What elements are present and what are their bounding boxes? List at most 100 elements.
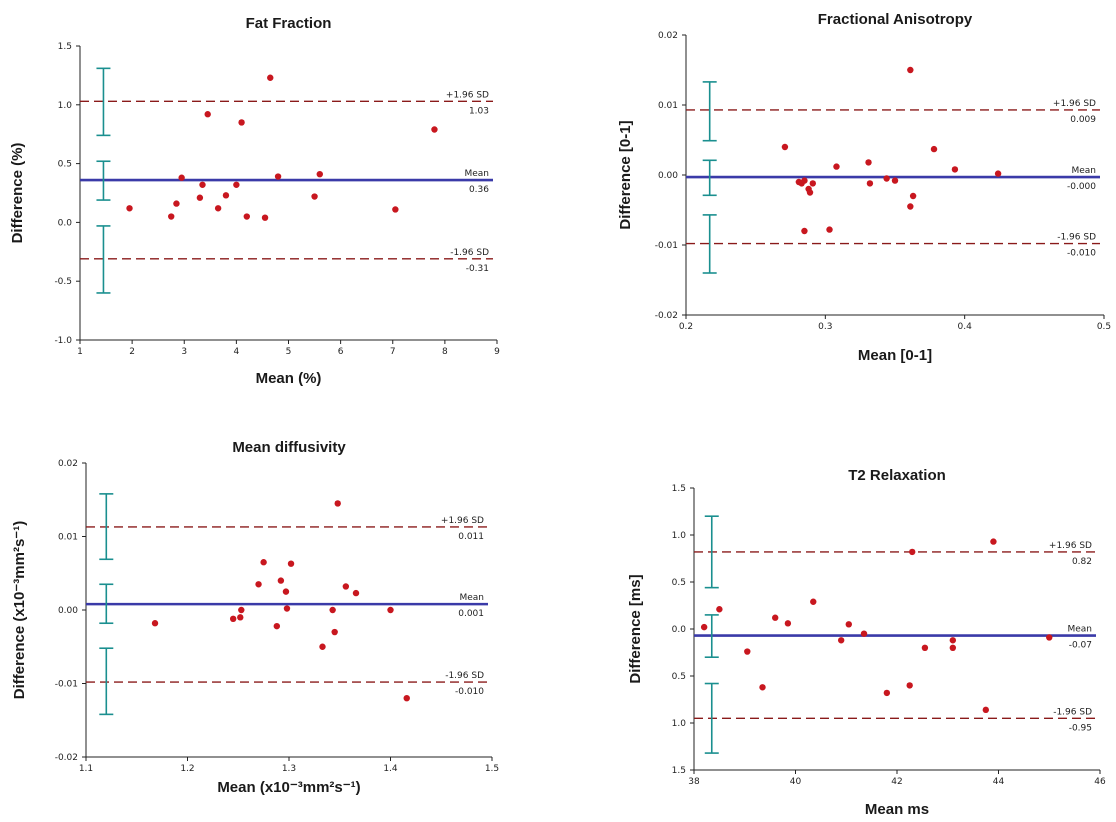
data-point [168,213,175,220]
data-point [1046,634,1053,641]
data-point [833,163,840,170]
x-tick-label: 1.3 [282,764,296,774]
chart-panel-3: Mean diffusivity 1.1 1.2 1.3 1.4 1.5 0.02 0.01 0… [11,439,499,796]
lower-line-value: -0.31 [466,264,489,274]
data-point [891,177,899,184]
data-point [151,620,159,627]
upper-line-value: 0.011 [458,532,484,542]
chart-title: Mean diffusivity [232,439,346,456]
data-point [716,606,723,613]
data-point [283,605,291,612]
y-tick-label: 0.5 [672,672,686,682]
data-point [311,193,318,200]
data-point [334,500,341,507]
x-tick-label: 1.2 [180,764,194,774]
data-point [277,577,285,584]
data-point [403,695,410,702]
y-tick-label: 0.5 [672,578,686,588]
upper-line-name: +1.96 SD [441,516,484,526]
mean-line-name: Mean [1067,625,1092,635]
x-tick-label: 0.5 [1097,322,1111,332]
upper-line-value: 0.82 [1072,557,1092,567]
data-point [883,689,891,697]
lower-line-name: -1.96 SD [450,248,489,258]
data-point [837,637,845,644]
mean-line-name: Mean [1071,166,1096,176]
y-tick-label: 0.02 [58,459,78,469]
x-tick-label: 5 [286,347,292,357]
mean-line-value: -0.07 [1069,641,1092,651]
data-point [784,620,792,627]
y-tick-label: -1.0 [54,336,72,346]
y-tick-label: 1.0 [672,531,687,541]
data-point [801,227,808,235]
x-tick-label: 1.1 [79,764,93,774]
data-point [342,583,350,590]
x-tick-label: 42 [891,777,902,787]
data-point [319,643,326,650]
data-point [921,644,929,651]
data-point [392,206,399,213]
y-tick-label: 0.00 [658,171,678,181]
x-tick-label: 8 [442,347,448,357]
data-point [126,205,133,212]
data-point [316,170,323,178]
x-tick-label: 7 [390,347,396,357]
y-tick-label: 0.02 [658,31,678,41]
data-point [700,623,708,631]
chart-panel-2: Fractional Anisotropy 0.2 0.3 0.4 0.5 0.02 0.0… [617,11,1111,364]
lower-line-value: -0.010 [1067,249,1096,259]
data-point [237,614,244,621]
y-tick-label: -0.02 [55,753,78,763]
y-tick-label: 0.0 [58,218,73,228]
lower-line-value: -0.010 [455,687,484,697]
upper-line-value: 0.009 [1070,115,1096,125]
lower-line-name: -1.96 SD [1057,233,1096,243]
data-point [222,192,230,199]
lower-line-name: -1.96 SD [1053,707,1092,717]
x-tick-label: 9 [494,347,500,357]
data-point [909,192,917,200]
y-axis-label: Difference [0-1] [617,120,634,229]
data-point [806,189,814,196]
x-tick-label: 4 [234,347,240,357]
data-point [949,637,957,644]
x-tick-label: 40 [790,777,802,787]
y-tick-label: 1.5 [672,484,686,494]
chart-title: Fractional Anisotropy [818,11,973,28]
y-tick-label: -0.01 [655,241,678,251]
data-point [865,159,872,166]
y-tick-label: -0.01 [55,680,78,690]
data-point [243,213,250,220]
data-point [883,175,890,182]
x-tick-label: 1.4 [383,764,398,774]
data-point [352,589,360,597]
data-point [173,200,180,207]
lower-line-name: -1.96 SD [445,671,484,681]
y-tick-label: -0.5 [54,277,72,287]
data-point [199,181,206,188]
data-point [809,180,816,187]
x-tick-label: 38 [688,777,700,787]
data-point [907,66,914,74]
chart-panel-1: Fat Fraction 1 2 3 4 5 6 7 8 9 1.5 1.0 0.5 0.0 -0.5 -1.… [9,15,500,387]
mean-line-value: 0.001 [458,609,484,619]
data-point [949,644,957,651]
data-point [204,111,211,118]
data-point [178,174,185,181]
x-tick-label: 3 [181,347,187,357]
x-tick-label: 1 [77,347,83,357]
lower-line-value: -0.95 [1069,723,1092,733]
x-axis-label: Mean (x10⁻³mm²s⁻¹) [217,779,360,796]
data-point [759,684,766,691]
data-point [982,706,990,714]
x-tick-label: 6 [338,347,344,357]
x-axis-label: Mean (%) [256,370,322,387]
data-point [801,177,808,184]
data-point [196,194,204,201]
y-tick-label: 1.5 [58,42,72,52]
x-tick-label: 2 [129,347,135,357]
y-tick-label: 0.0 [672,625,687,635]
data-point [274,173,282,180]
